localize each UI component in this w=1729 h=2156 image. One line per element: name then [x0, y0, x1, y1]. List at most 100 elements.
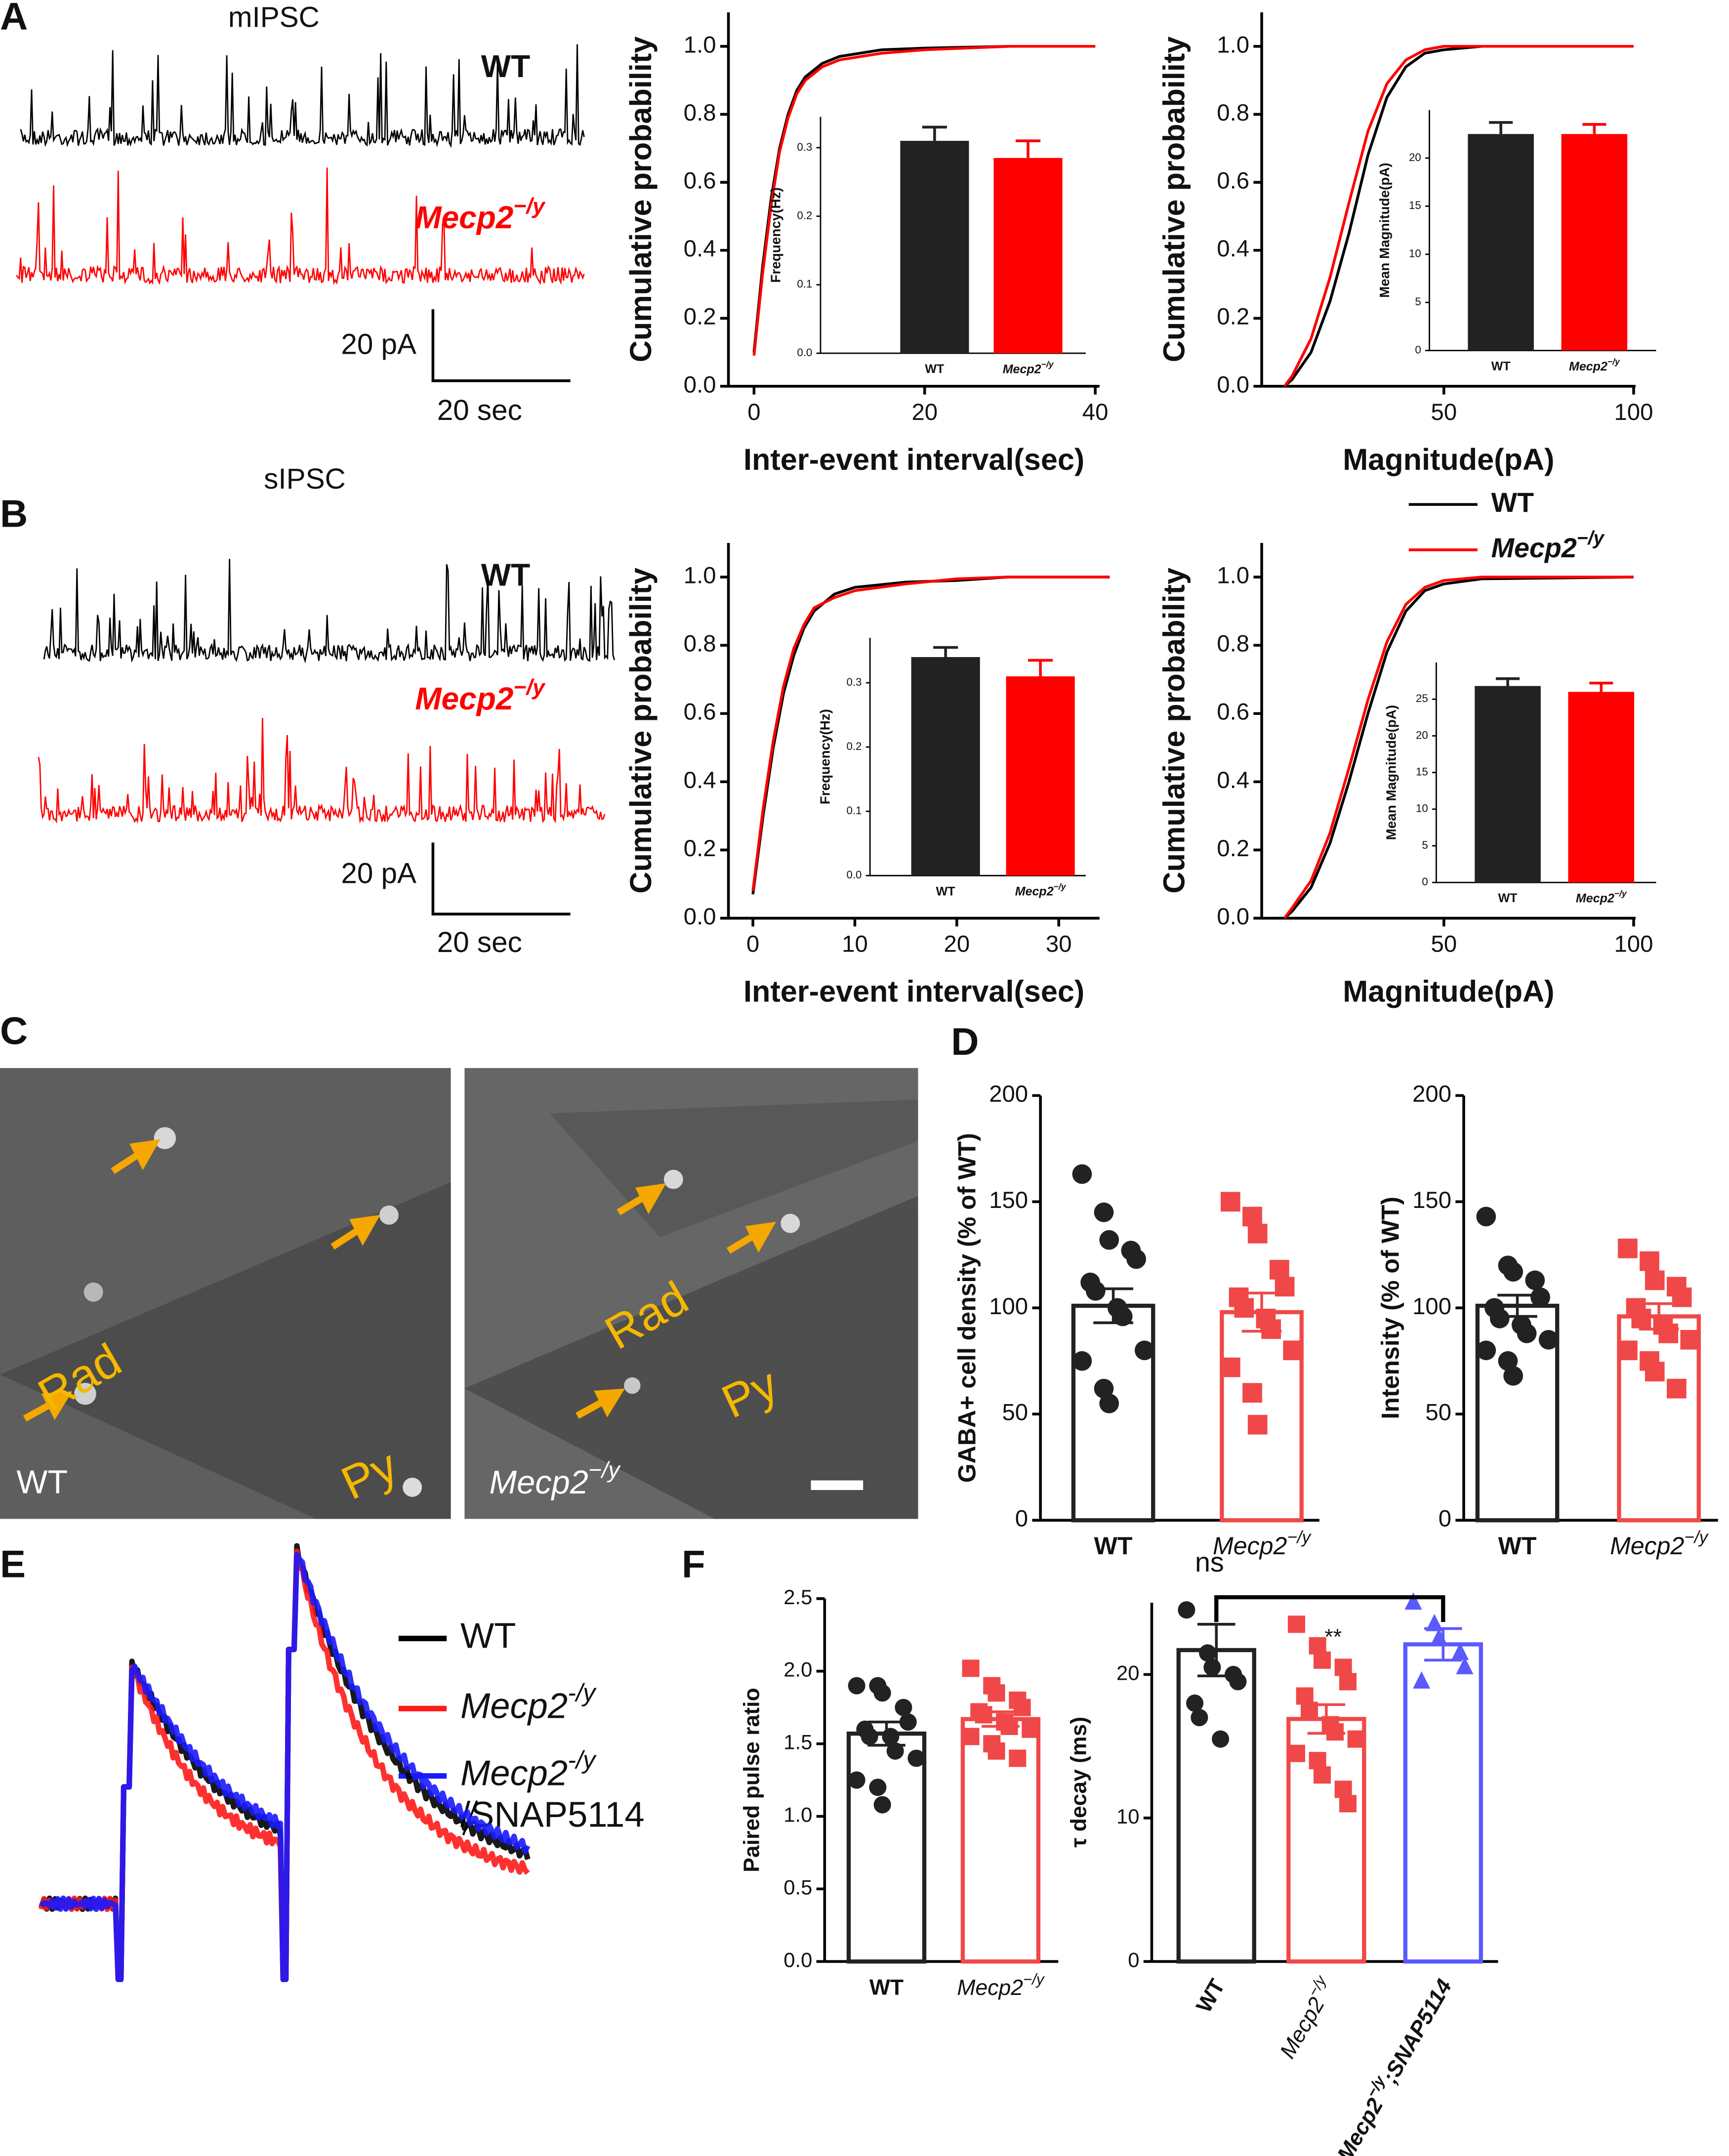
data-point: [1426, 1614, 1443, 1631]
legend-label: Mecp2−/y: [1491, 528, 1606, 563]
x-tick-label: Mecp2−/y: [1213, 1528, 1312, 1560]
y-axis-label: Paired pulse ratio: [740, 1688, 764, 1872]
bar: [1006, 676, 1075, 876]
y-axis-label: Cumulative probability: [624, 37, 658, 363]
current-trace: [20, 44, 585, 148]
y-tick-label: 0.4: [684, 767, 716, 793]
data-point: [1072, 1164, 1092, 1184]
y-tick-label: 10: [1116, 1805, 1139, 1828]
y-tick-label: 0.6: [1217, 168, 1249, 194]
arrows: [576, 1183, 777, 1419]
data-point: [1404, 1592, 1422, 1610]
cdf-line: [1283, 576, 1634, 919]
panel-letter: F: [682, 1542, 705, 1585]
micrograph-ko: [464, 1068, 918, 1519]
bar: [1561, 134, 1628, 351]
x-tick-label: WT: [1192, 1975, 1230, 2017]
y-tick-label: 0: [1415, 343, 1421, 356]
data-point: [1645, 1270, 1665, 1290]
data-point: [1126, 1249, 1146, 1269]
y-axis-label: Mean Magnitude(pA): [1384, 705, 1399, 840]
data-point: [1178, 1601, 1195, 1619]
cdf-line: [1283, 44, 1634, 387]
legend-label: WT: [460, 1617, 516, 1656]
y-tick-label: 100: [1412, 1293, 1451, 1320]
x-tick-label: Mecp2−/y: [1576, 888, 1627, 905]
bar: [900, 141, 969, 354]
data-point: [1242, 1206, 1262, 1227]
data-point: [1094, 1378, 1114, 1399]
data-point: [1631, 1308, 1651, 1328]
y-axis-label: τ decay (ms): [1067, 1717, 1091, 1848]
y-tick-label: 0.6: [684, 168, 716, 194]
y-axis-label: GABA+ cell density (% of WT): [953, 1133, 981, 1483]
data-point: [1000, 1717, 1018, 1735]
scale-bar: [431, 842, 571, 915]
y-tick-label: 150: [1412, 1187, 1451, 1213]
data-point: [1430, 1628, 1448, 1646]
y-tick-label: 0.8: [684, 631, 716, 657]
y-tick-label: 100: [989, 1293, 1028, 1320]
data-point: [1009, 1749, 1027, 1767]
y-axis-label: Cumulative probability: [1157, 37, 1191, 363]
bar: [846, 1731, 927, 1964]
current-trace: [43, 559, 615, 663]
arrow-head: [41, 1391, 73, 1420]
bar: [1071, 1303, 1155, 1523]
data-point: [1191, 1708, 1208, 1727]
x-tick-label: 50: [1431, 931, 1457, 957]
y-tick-label: 0.3: [797, 141, 812, 153]
data-point: [1313, 1651, 1331, 1669]
waveform: [39, 1552, 531, 1983]
data-point: [1022, 1720, 1039, 1738]
data-point: [1640, 1251, 1659, 1271]
data-point: [1456, 1657, 1474, 1674]
y-axis-label: Cumulative probability: [1157, 568, 1191, 894]
arrow: [111, 1150, 142, 1174]
x-tick-label: WT: [936, 884, 956, 898]
y-tick-label: 1.0: [684, 32, 716, 58]
data-point: [1013, 1699, 1031, 1716]
data-point: [1618, 1239, 1638, 1258]
y-tick-label: 10: [1416, 802, 1428, 815]
data-point: [1680, 1329, 1700, 1350]
data-point: [962, 1659, 980, 1677]
x-tick-label: 30: [1046, 931, 1072, 957]
y-tick-label: 0.0: [797, 346, 812, 359]
y-tick-label: 50: [1002, 1400, 1028, 1426]
data-point: [1618, 1340, 1638, 1361]
bar: [911, 657, 980, 876]
x-tick-label: Mecp2−/y;SNAP5114: [1328, 1973, 1457, 2156]
x-tick-label: 100: [1614, 399, 1653, 425]
data-point: [1658, 1324, 1679, 1343]
y-tick-label: 20: [1116, 1661, 1139, 1684]
x-tick-label: WT: [869, 1976, 904, 2000]
genotype-label: WT: [16, 1464, 68, 1500]
y-tick-label: 15: [1416, 766, 1428, 778]
y-tick-label: 0.3: [846, 676, 862, 688]
panel-letter: B: [0, 492, 28, 536]
data-point: [1072, 1351, 1092, 1371]
arrows: [23, 1139, 380, 1422]
y-tick-label: 1.0: [783, 1803, 812, 1826]
data-point: [1112, 1306, 1133, 1327]
data-point: [873, 1684, 891, 1702]
cell: [154, 1127, 176, 1149]
x-tick-label: 10: [842, 931, 868, 957]
data-point: [1530, 1287, 1550, 1307]
scale-label: 20 pA: [341, 858, 416, 890]
y-tick-label: 1.5: [783, 1731, 812, 1754]
y-tick-label: 0.2: [1217, 304, 1249, 330]
annotation: ns: [1195, 1547, 1224, 1577]
layer: [0, 1182, 451, 1519]
data-point: [1212, 1730, 1230, 1748]
annotation: **: [1324, 1625, 1342, 1649]
layer: [549, 1099, 918, 1238]
scale-bars: [431, 309, 571, 915]
legend-label: Mecp2-/y: [460, 1746, 597, 1793]
cell: [781, 1213, 800, 1233]
cell: [83, 1282, 103, 1302]
layer: [464, 1196, 918, 1519]
arrow-head: [129, 1139, 161, 1170]
